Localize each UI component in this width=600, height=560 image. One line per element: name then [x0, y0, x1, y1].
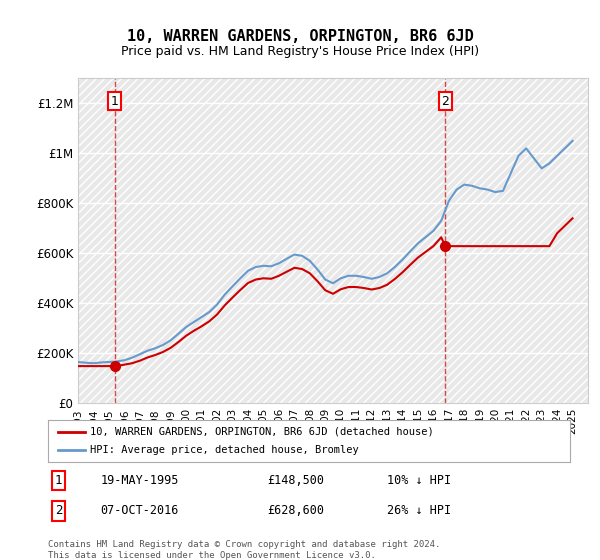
Text: 1: 1 — [111, 95, 119, 108]
Text: 26% ↓ HPI: 26% ↓ HPI — [388, 505, 451, 517]
Text: 10% ↓ HPI: 10% ↓ HPI — [388, 474, 451, 487]
Text: Contains HM Land Registry data © Crown copyright and database right 2024.
This d: Contains HM Land Registry data © Crown c… — [48, 540, 440, 560]
Text: 10, WARREN GARDENS, ORPINGTON, BR6 6JD: 10, WARREN GARDENS, ORPINGTON, BR6 6JD — [127, 29, 473, 44]
Text: 07-OCT-2016: 07-OCT-2016 — [100, 505, 179, 517]
Text: £148,500: £148,500 — [267, 474, 324, 487]
Text: 19-MAY-1995: 19-MAY-1995 — [100, 474, 179, 487]
Text: 2: 2 — [442, 95, 449, 108]
Text: £628,600: £628,600 — [267, 505, 324, 517]
Text: 2: 2 — [55, 505, 62, 517]
Text: 1: 1 — [55, 474, 62, 487]
Text: HPI: Average price, detached house, Bromley: HPI: Average price, detached house, Brom… — [90, 445, 359, 455]
Text: 10, WARREN GARDENS, ORPINGTON, BR6 6JD (detached house): 10, WARREN GARDENS, ORPINGTON, BR6 6JD (… — [90, 427, 434, 437]
Text: Price paid vs. HM Land Registry's House Price Index (HPI): Price paid vs. HM Land Registry's House … — [121, 45, 479, 58]
